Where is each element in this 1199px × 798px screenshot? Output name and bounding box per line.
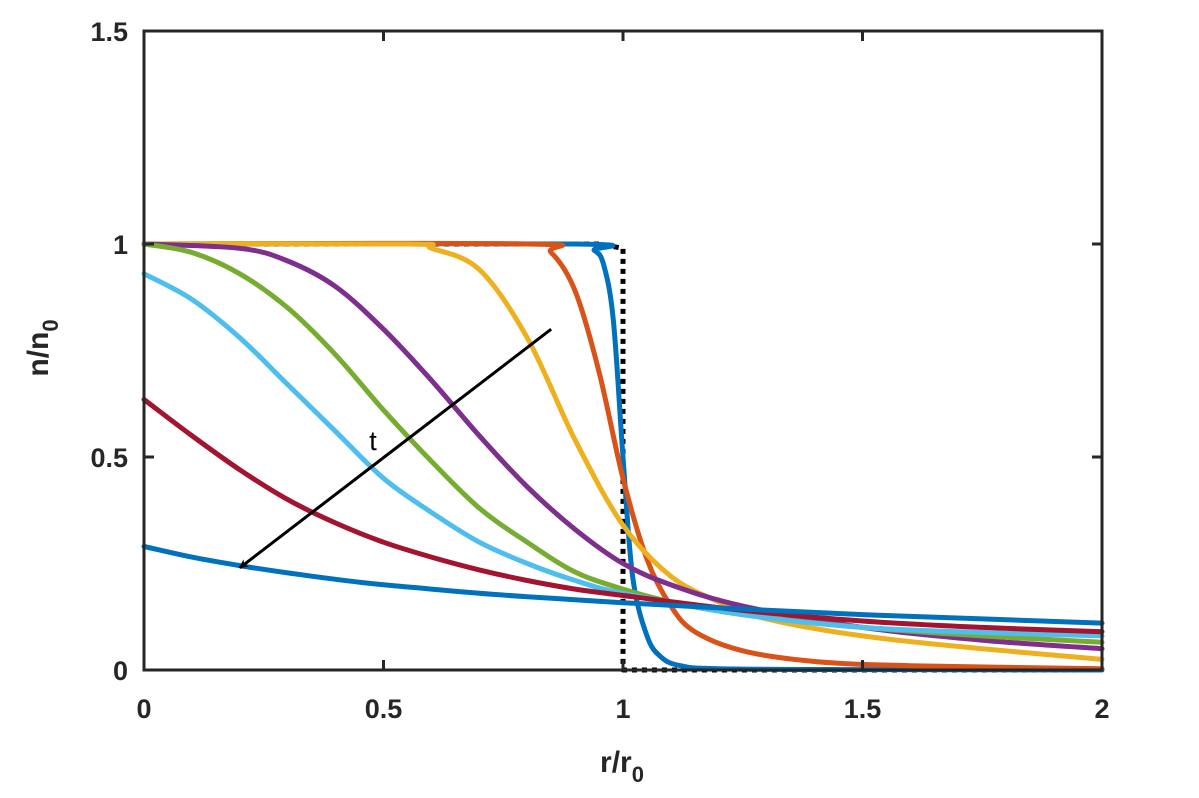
y-tick-label: 1 xyxy=(113,230,128,260)
y-axis-label: n/n0 xyxy=(22,319,63,376)
x-tick-label: 0.5 xyxy=(365,694,403,724)
y-tick-label: 0.5 xyxy=(90,443,128,473)
series-layer xyxy=(141,240,1105,673)
time-arrow xyxy=(238,328,553,569)
y-tick-label: 0 xyxy=(113,656,128,686)
series-line-t6 xyxy=(141,271,1105,639)
series-line-t7 xyxy=(141,397,1105,635)
x-axis-label: r/r0 xyxy=(600,746,644,787)
series-line-t2 xyxy=(141,240,1105,672)
series-line-t3 xyxy=(141,241,1105,662)
y-tick-label: 1.5 xyxy=(90,17,128,47)
annotation-t: t xyxy=(369,426,377,456)
series-line-t8 xyxy=(141,544,1105,626)
x-tick-label: 0 xyxy=(136,694,151,724)
x-tick-label: 2 xyxy=(1094,694,1109,724)
axes-layer: 0 0.5 1 1.5 2 0 0.5 1 1.5 xyxy=(90,17,1109,724)
annotation-layer: t xyxy=(238,328,553,569)
x-tick-label: 1.5 xyxy=(844,694,882,724)
x-tick-label: 1 xyxy=(615,694,630,724)
